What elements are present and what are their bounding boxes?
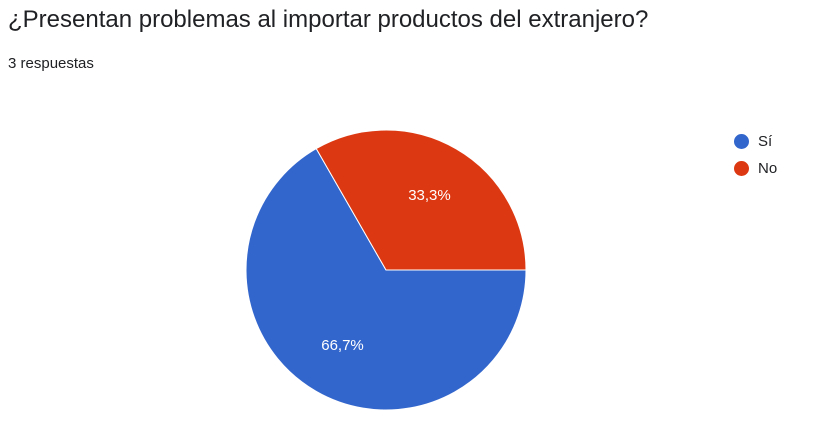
- pie-slice-si[interactable]: [245, 147, 527, 411]
- legend-label-no: No: [758, 160, 778, 177]
- legend-item-si[interactable]: Sí: [734, 128, 777, 155]
- response-count: 3 respuestas: [8, 55, 94, 72]
- legend-item-no[interactable]: No: [734, 155, 777, 182]
- slice-label-si: 66,7%: [321, 337, 364, 354]
- slice-label-no: 33,3%: [408, 187, 451, 204]
- question-title: ¿Presentan problemas al importar product…: [8, 6, 649, 33]
- legend-swatch-no: [734, 161, 749, 176]
- chart-legend: Sí No: [734, 128, 777, 182]
- legend-swatch-si: [734, 134, 749, 149]
- pie-slice-no[interactable]: [315, 129, 527, 271]
- legend-label-si: Sí: [758, 133, 773, 150]
